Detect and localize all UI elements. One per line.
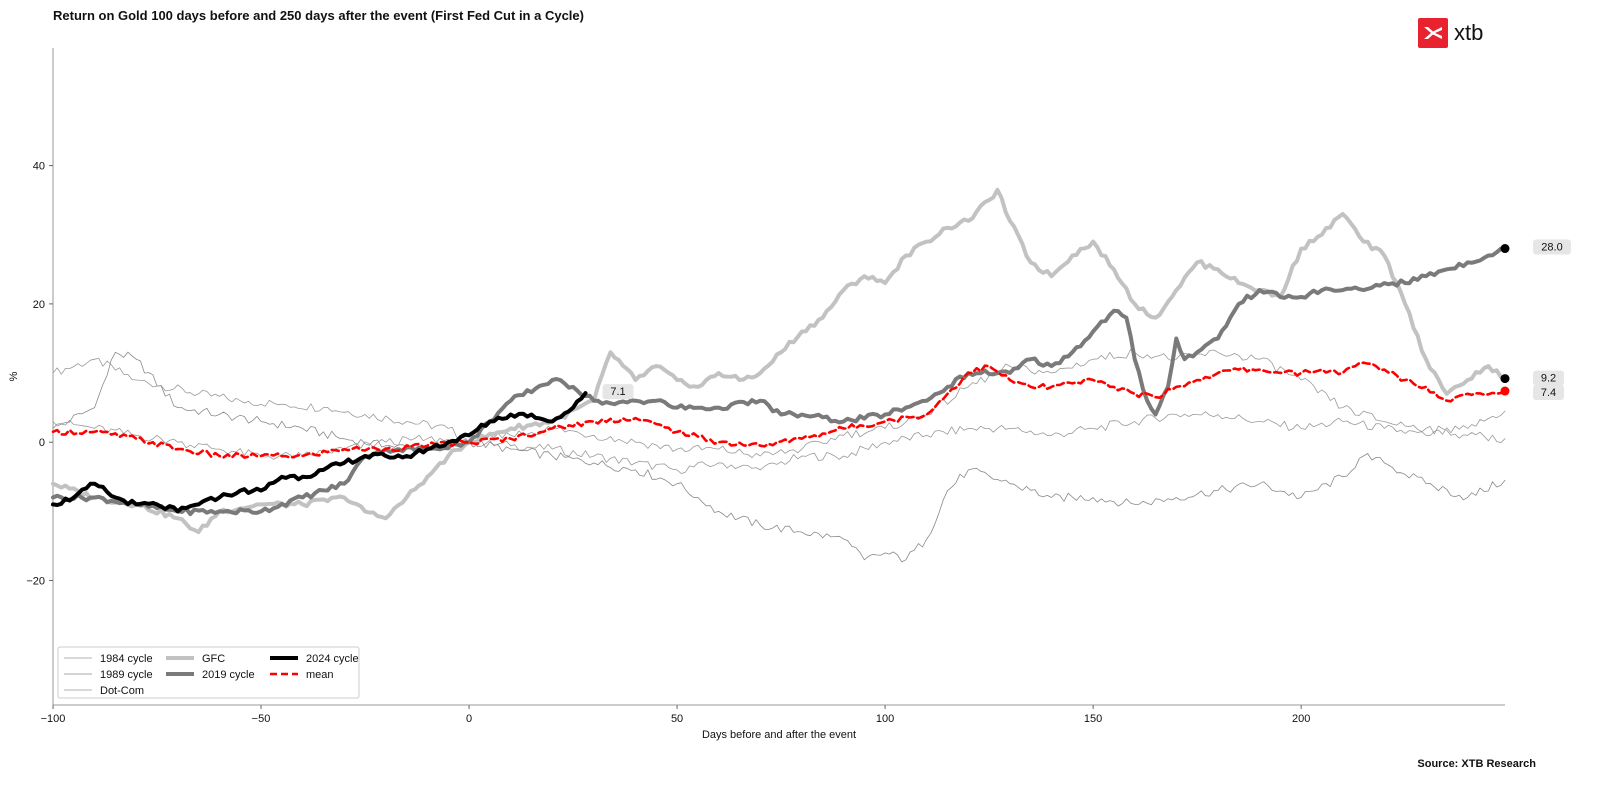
series-line-1989-cycle <box>52 351 1506 563</box>
x-tick-label: −50 <box>252 713 271 725</box>
xtb-logo-text: xtb <box>1454 20 1484 45</box>
series-line-1984-cycle <box>52 358 1506 474</box>
y-axis-label: % <box>8 371 20 381</box>
y-tick-label: 20 <box>33 299 45 311</box>
end-label-text: 9.2 <box>1541 373 1556 385</box>
end-label-box <box>1533 385 1564 401</box>
x-tick-label: 200 <box>1292 713 1310 725</box>
end-marker <box>1500 386 1510 396</box>
series-line-2024-cycle <box>51 391 588 514</box>
x-axis-label: Days before and after the event <box>702 729 856 741</box>
x-tick-label: 150 <box>1084 713 1102 725</box>
end-label-box <box>1533 239 1571 255</box>
legend-label: 1989 cycle <box>100 669 153 681</box>
end-marker <box>1500 244 1510 254</box>
x-tick-label: 0 <box>466 713 472 725</box>
series-line-gfc <box>51 187 1507 535</box>
y-tick-label: 40 <box>33 161 45 173</box>
x-tick-label: −100 <box>41 713 66 725</box>
end-label-text: 7.1 <box>610 386 625 398</box>
legend-label: mean <box>306 669 334 681</box>
y-tick-label: −20 <box>26 576 45 588</box>
series-line-2019-cycle <box>51 246 1507 517</box>
end-label-box <box>1533 370 1564 386</box>
series-line-mean <box>51 361 1507 459</box>
legend-label: Dot-Com <box>100 685 144 697</box>
y-tick-label: 0 <box>39 437 45 449</box>
legend-label: 2019 cycle <box>202 669 255 681</box>
x-tick-label: 50 <box>671 713 683 725</box>
source-label: Source: XTB Research <box>1417 758 1536 770</box>
chart-title: Return on Gold 100 days before and 250 d… <box>53 8 584 23</box>
series-line-dot-com <box>52 349 1506 460</box>
legend-label: 1984 cycle <box>100 653 153 665</box>
end-marker <box>1500 374 1510 384</box>
end-label-text: 28.0 <box>1541 242 1562 254</box>
end-label-box <box>602 384 634 400</box>
legend-label: GFC <box>202 653 225 665</box>
x-tick-label: 100 <box>876 713 894 725</box>
end-label-text: 7.4 <box>1541 387 1556 399</box>
xtb-logo: xtb <box>1418 18 1483 48</box>
xtb-logo-mark <box>1418 18 1448 48</box>
legend-label: 2024 cycle <box>306 653 359 665</box>
